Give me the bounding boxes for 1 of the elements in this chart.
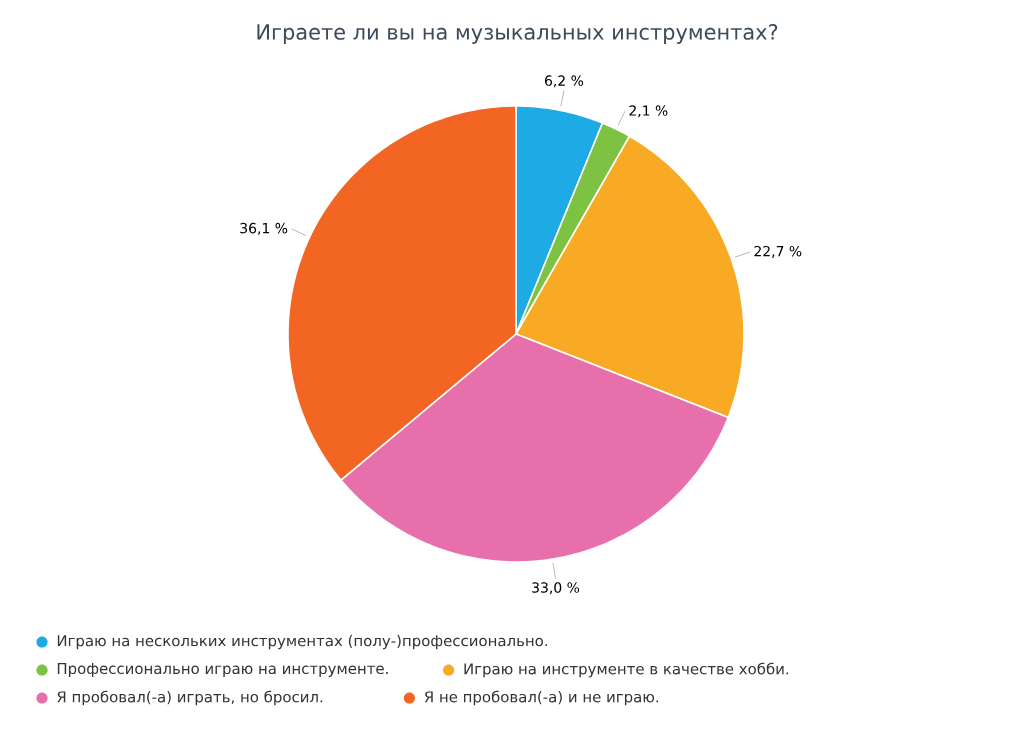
chart-title: Играете ли вы на музыкальных инструментах? [257, 24, 778, 44]
